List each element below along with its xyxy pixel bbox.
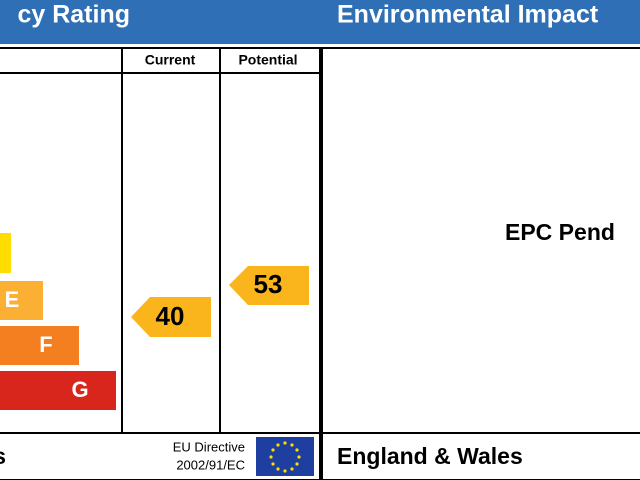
energy-title: cy Rating	[17, 1, 130, 29]
potential-arrow	[229, 266, 309, 305]
environment-panel	[321, 47, 640, 480]
band-f	[0, 326, 79, 365]
potential-rating: 53	[254, 269, 283, 299]
potential-header: Potential	[238, 52, 297, 68]
region: England & Wales	[337, 443, 523, 469]
energy-panel	[0, 47, 321, 480]
current-rating: 40	[156, 301, 185, 331]
band-label: G	[71, 377, 88, 402]
directive-line: EU Directive	[173, 439, 245, 454]
environment-title: Environmental Impact	[337, 1, 599, 29]
band-d	[0, 233, 11, 273]
current-arrow	[131, 297, 211, 337]
band-label: E	[5, 287, 20, 312]
current-header: Current	[145, 52, 196, 68]
region: s	[0, 443, 6, 469]
eu-flag	[256, 437, 314, 476]
band-g	[0, 371, 116, 410]
band-label: F	[39, 332, 52, 357]
header-band	[0, 0, 640, 44]
pending-note: EPC Pend	[505, 219, 615, 245]
directive-line: 2002/91/EC	[176, 457, 245, 472]
band-e	[0, 281, 43, 320]
